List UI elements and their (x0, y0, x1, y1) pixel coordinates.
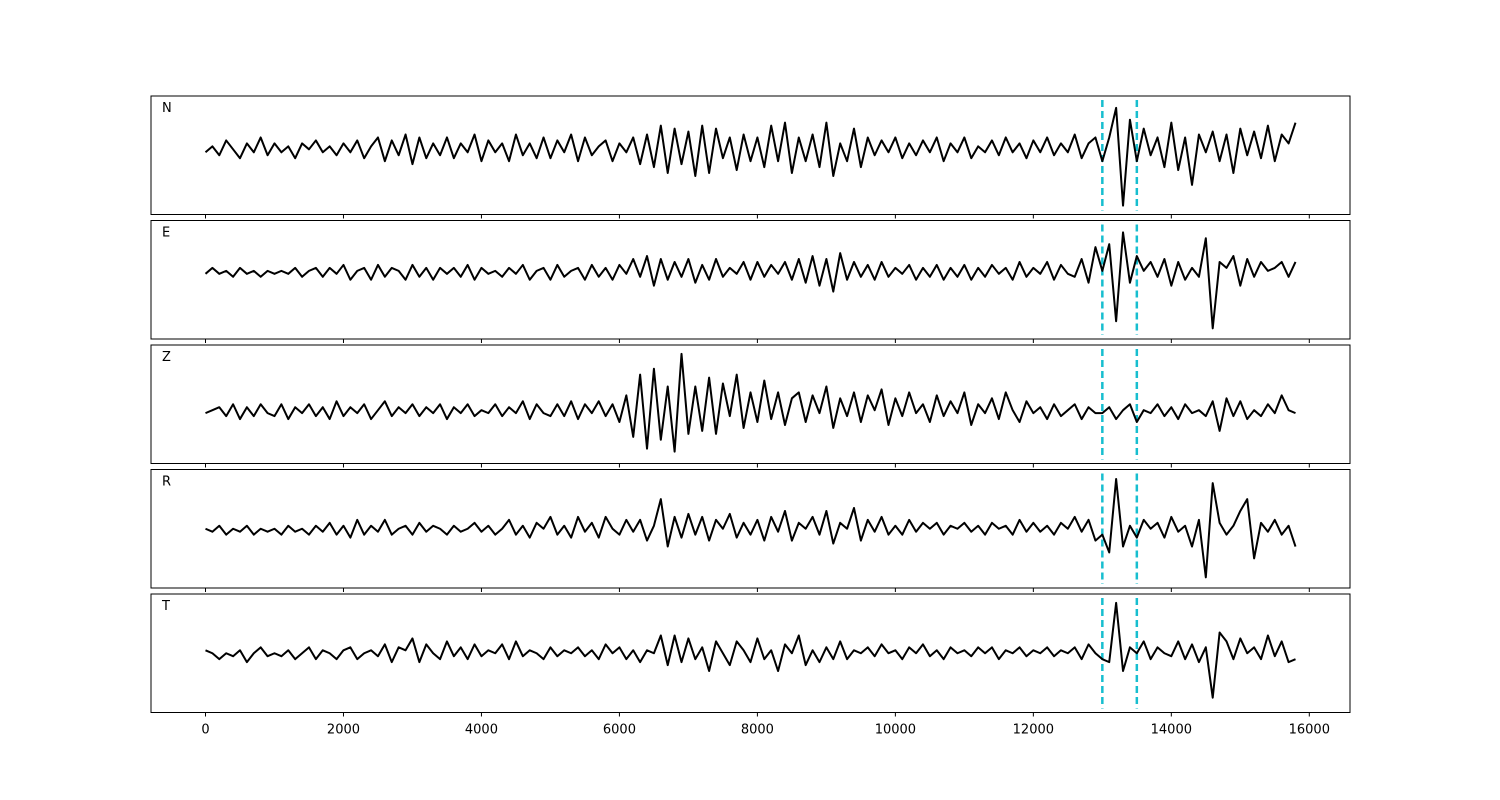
panel-label: N (162, 101, 172, 116)
trace (205, 601, 1296, 699)
panel-frame (150, 95, 1351, 215)
panel-label: Z (162, 350, 171, 365)
x-tick-label: 14000 (1151, 723, 1192, 738)
x-tick-label: 8000 (741, 723, 774, 738)
panel-frame (150, 344, 1351, 464)
panel-frame (150, 593, 1351, 713)
trace (204, 106, 1297, 207)
x-tick-label: 6000 (603, 723, 636, 738)
x-tick-label: 10000 (875, 723, 916, 738)
x-tick-label: 0 (201, 723, 209, 738)
panel-label: T (161, 599, 170, 614)
x-tick-label: 4000 (465, 723, 498, 738)
panel-frame (150, 220, 1351, 340)
x-tick-label: 2000 (327, 723, 360, 738)
trace (204, 231, 1297, 330)
x-tick-label: 16000 (1289, 723, 1330, 738)
panel-label: R (162, 475, 171, 490)
x-tick-label: 12000 (1013, 723, 1054, 738)
panel-label: E (162, 226, 170, 241)
trace (205, 352, 1296, 453)
trace (205, 477, 1297, 579)
panel-frame (150, 469, 1351, 589)
